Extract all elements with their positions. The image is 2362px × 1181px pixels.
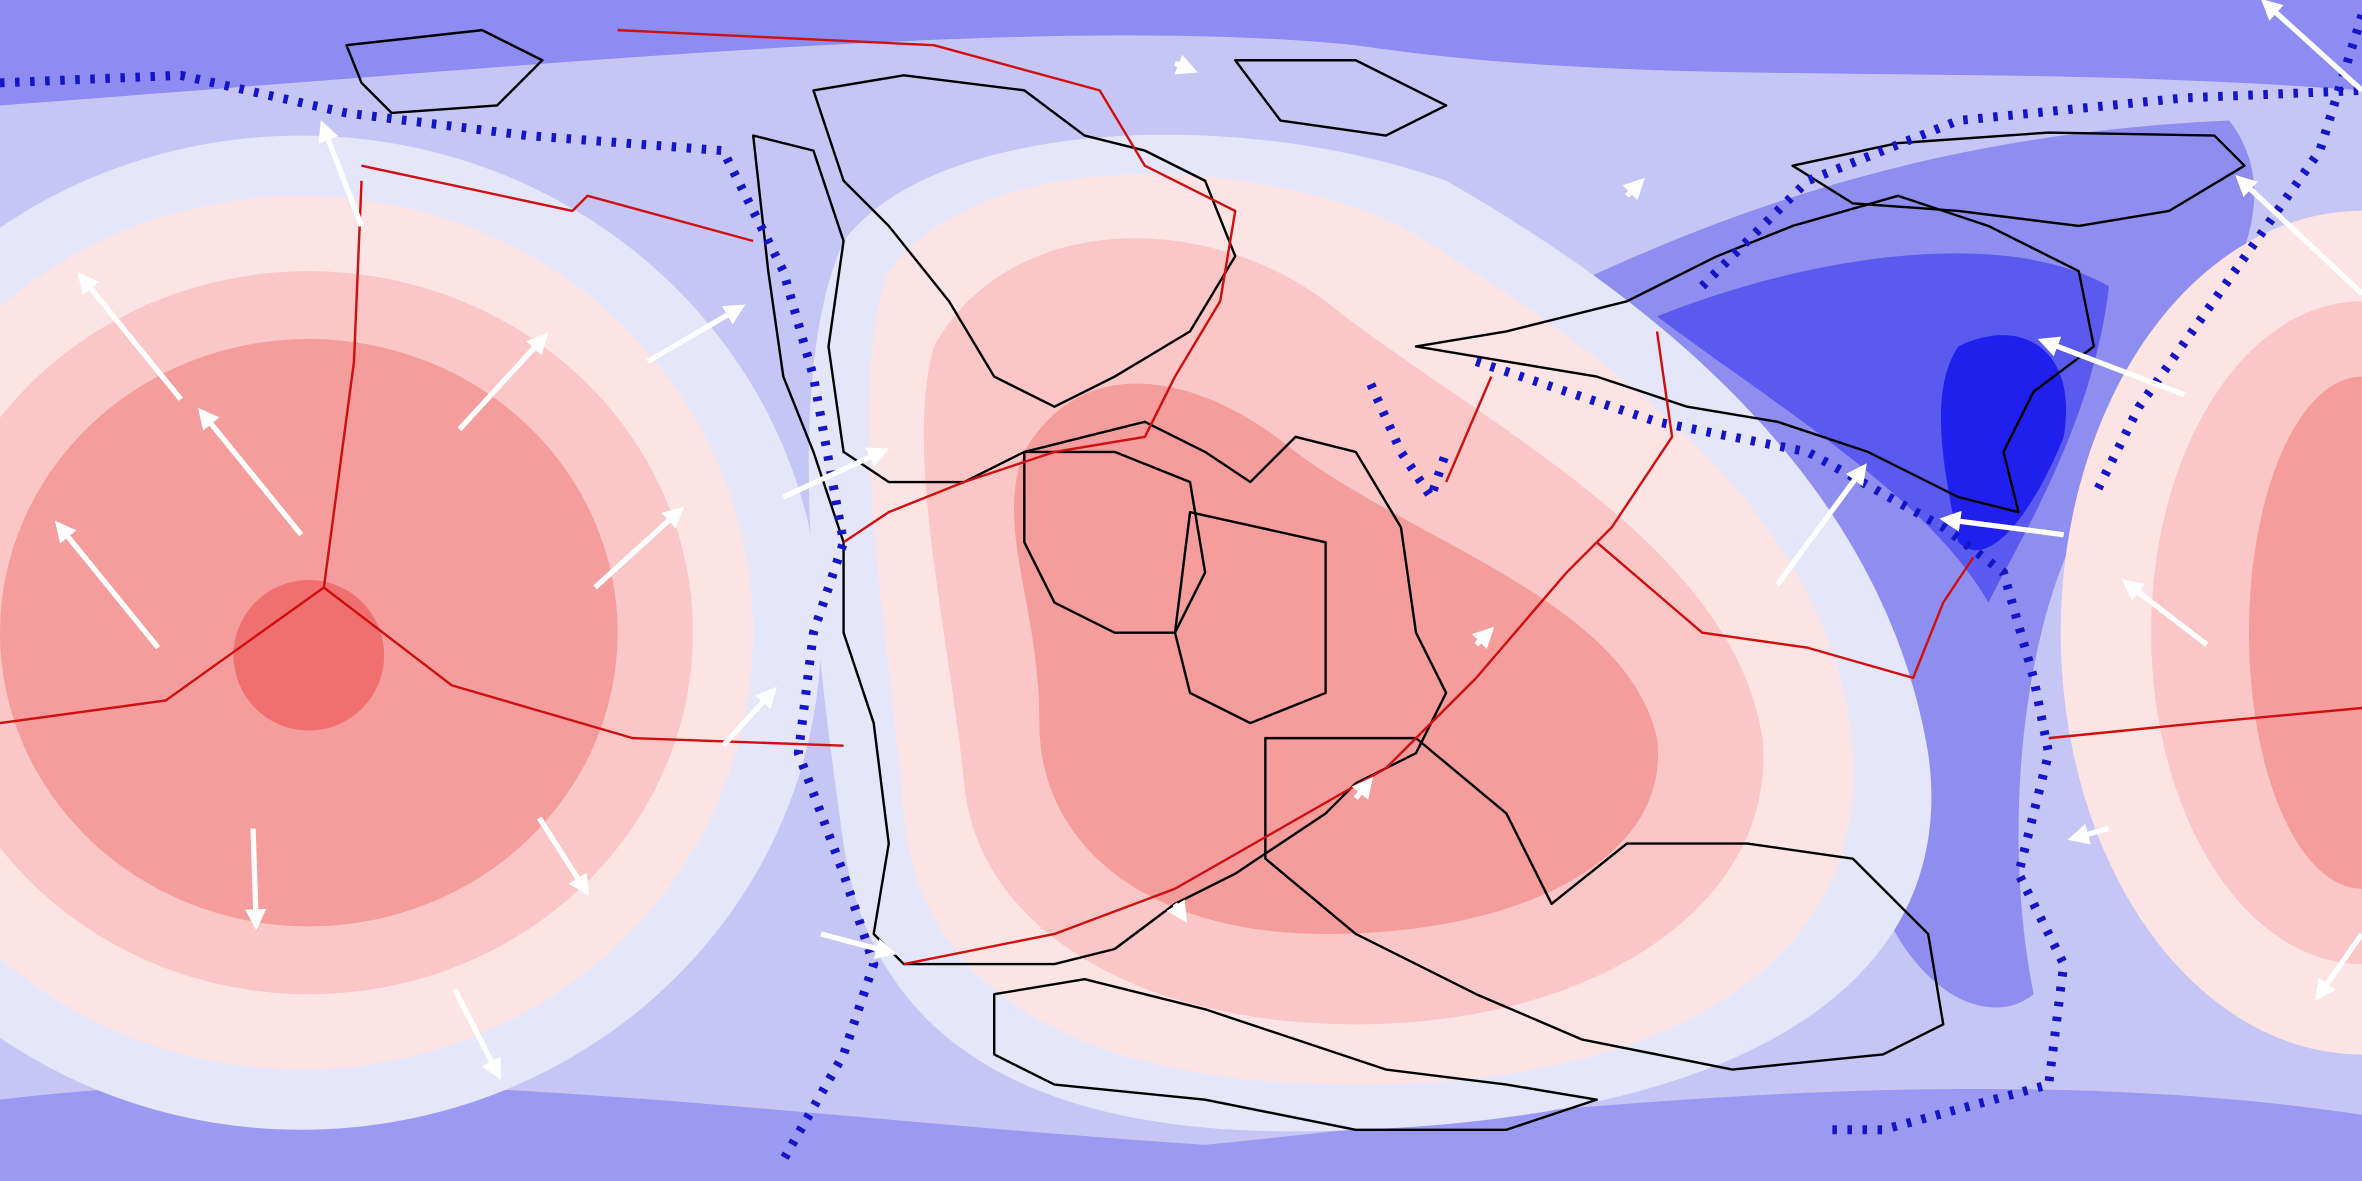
arrow bbox=[318, 120, 364, 227]
arrow bbox=[245, 828, 267, 931]
arrow bbox=[2260, 0, 2362, 93]
coast bbox=[1791, 131, 2246, 228]
arrow bbox=[2037, 336, 2186, 398]
coast bbox=[1414, 194, 2096, 514]
ridge bbox=[1445, 376, 1493, 483]
ridge bbox=[1595, 541, 1975, 680]
arrow bbox=[2121, 579, 2209, 647]
arrow bbox=[2067, 824, 2110, 845]
arrow bbox=[457, 332, 548, 432]
coast bbox=[993, 977, 1598, 1131]
velocity-arrows bbox=[54, 0, 2362, 1081]
arrow bbox=[820, 931, 897, 959]
arrow bbox=[537, 816, 590, 896]
arrow bbox=[452, 988, 501, 1081]
arrow bbox=[1939, 510, 2065, 538]
arrow bbox=[1166, 899, 1187, 924]
coast bbox=[345, 28, 544, 115]
ridge bbox=[361, 164, 754, 243]
arrow bbox=[2314, 932, 2362, 1002]
coast bbox=[1234, 59, 1448, 137]
arrow bbox=[2235, 174, 2362, 296]
trench bbox=[1366, 382, 1451, 508]
arrow bbox=[1351, 776, 1374, 801]
west-high-core bbox=[233, 579, 385, 731]
arrow bbox=[1471, 626, 1495, 650]
ridge bbox=[2048, 706, 2362, 740]
arrow bbox=[721, 686, 777, 748]
arrow bbox=[1775, 463, 1867, 587]
arrow bbox=[646, 304, 746, 364]
coast bbox=[1173, 510, 1327, 725]
arrow bbox=[593, 506, 685, 590]
coast bbox=[812, 74, 1237, 408]
arrow bbox=[54, 520, 161, 650]
arrow bbox=[1622, 177, 1645, 201]
east-high-3 bbox=[2249, 376, 2362, 889]
central-high-4 bbox=[1013, 383, 1659, 934]
ridges bbox=[0, 28, 2362, 966]
arrow bbox=[77, 272, 183, 401]
arrow bbox=[782, 447, 889, 500]
eastern-low-core bbox=[1940, 335, 2067, 551]
arrow bbox=[1173, 54, 1198, 75]
ridge bbox=[617, 28, 1237, 544]
ridge bbox=[903, 331, 1674, 966]
coast bbox=[1264, 736, 1945, 1071]
arrow bbox=[198, 407, 304, 537]
trench bbox=[1474, 357, 2069, 1135]
south-band bbox=[0, 1083, 2362, 1181]
north-band bbox=[0, 0, 2362, 106]
ridge bbox=[323, 586, 844, 747]
